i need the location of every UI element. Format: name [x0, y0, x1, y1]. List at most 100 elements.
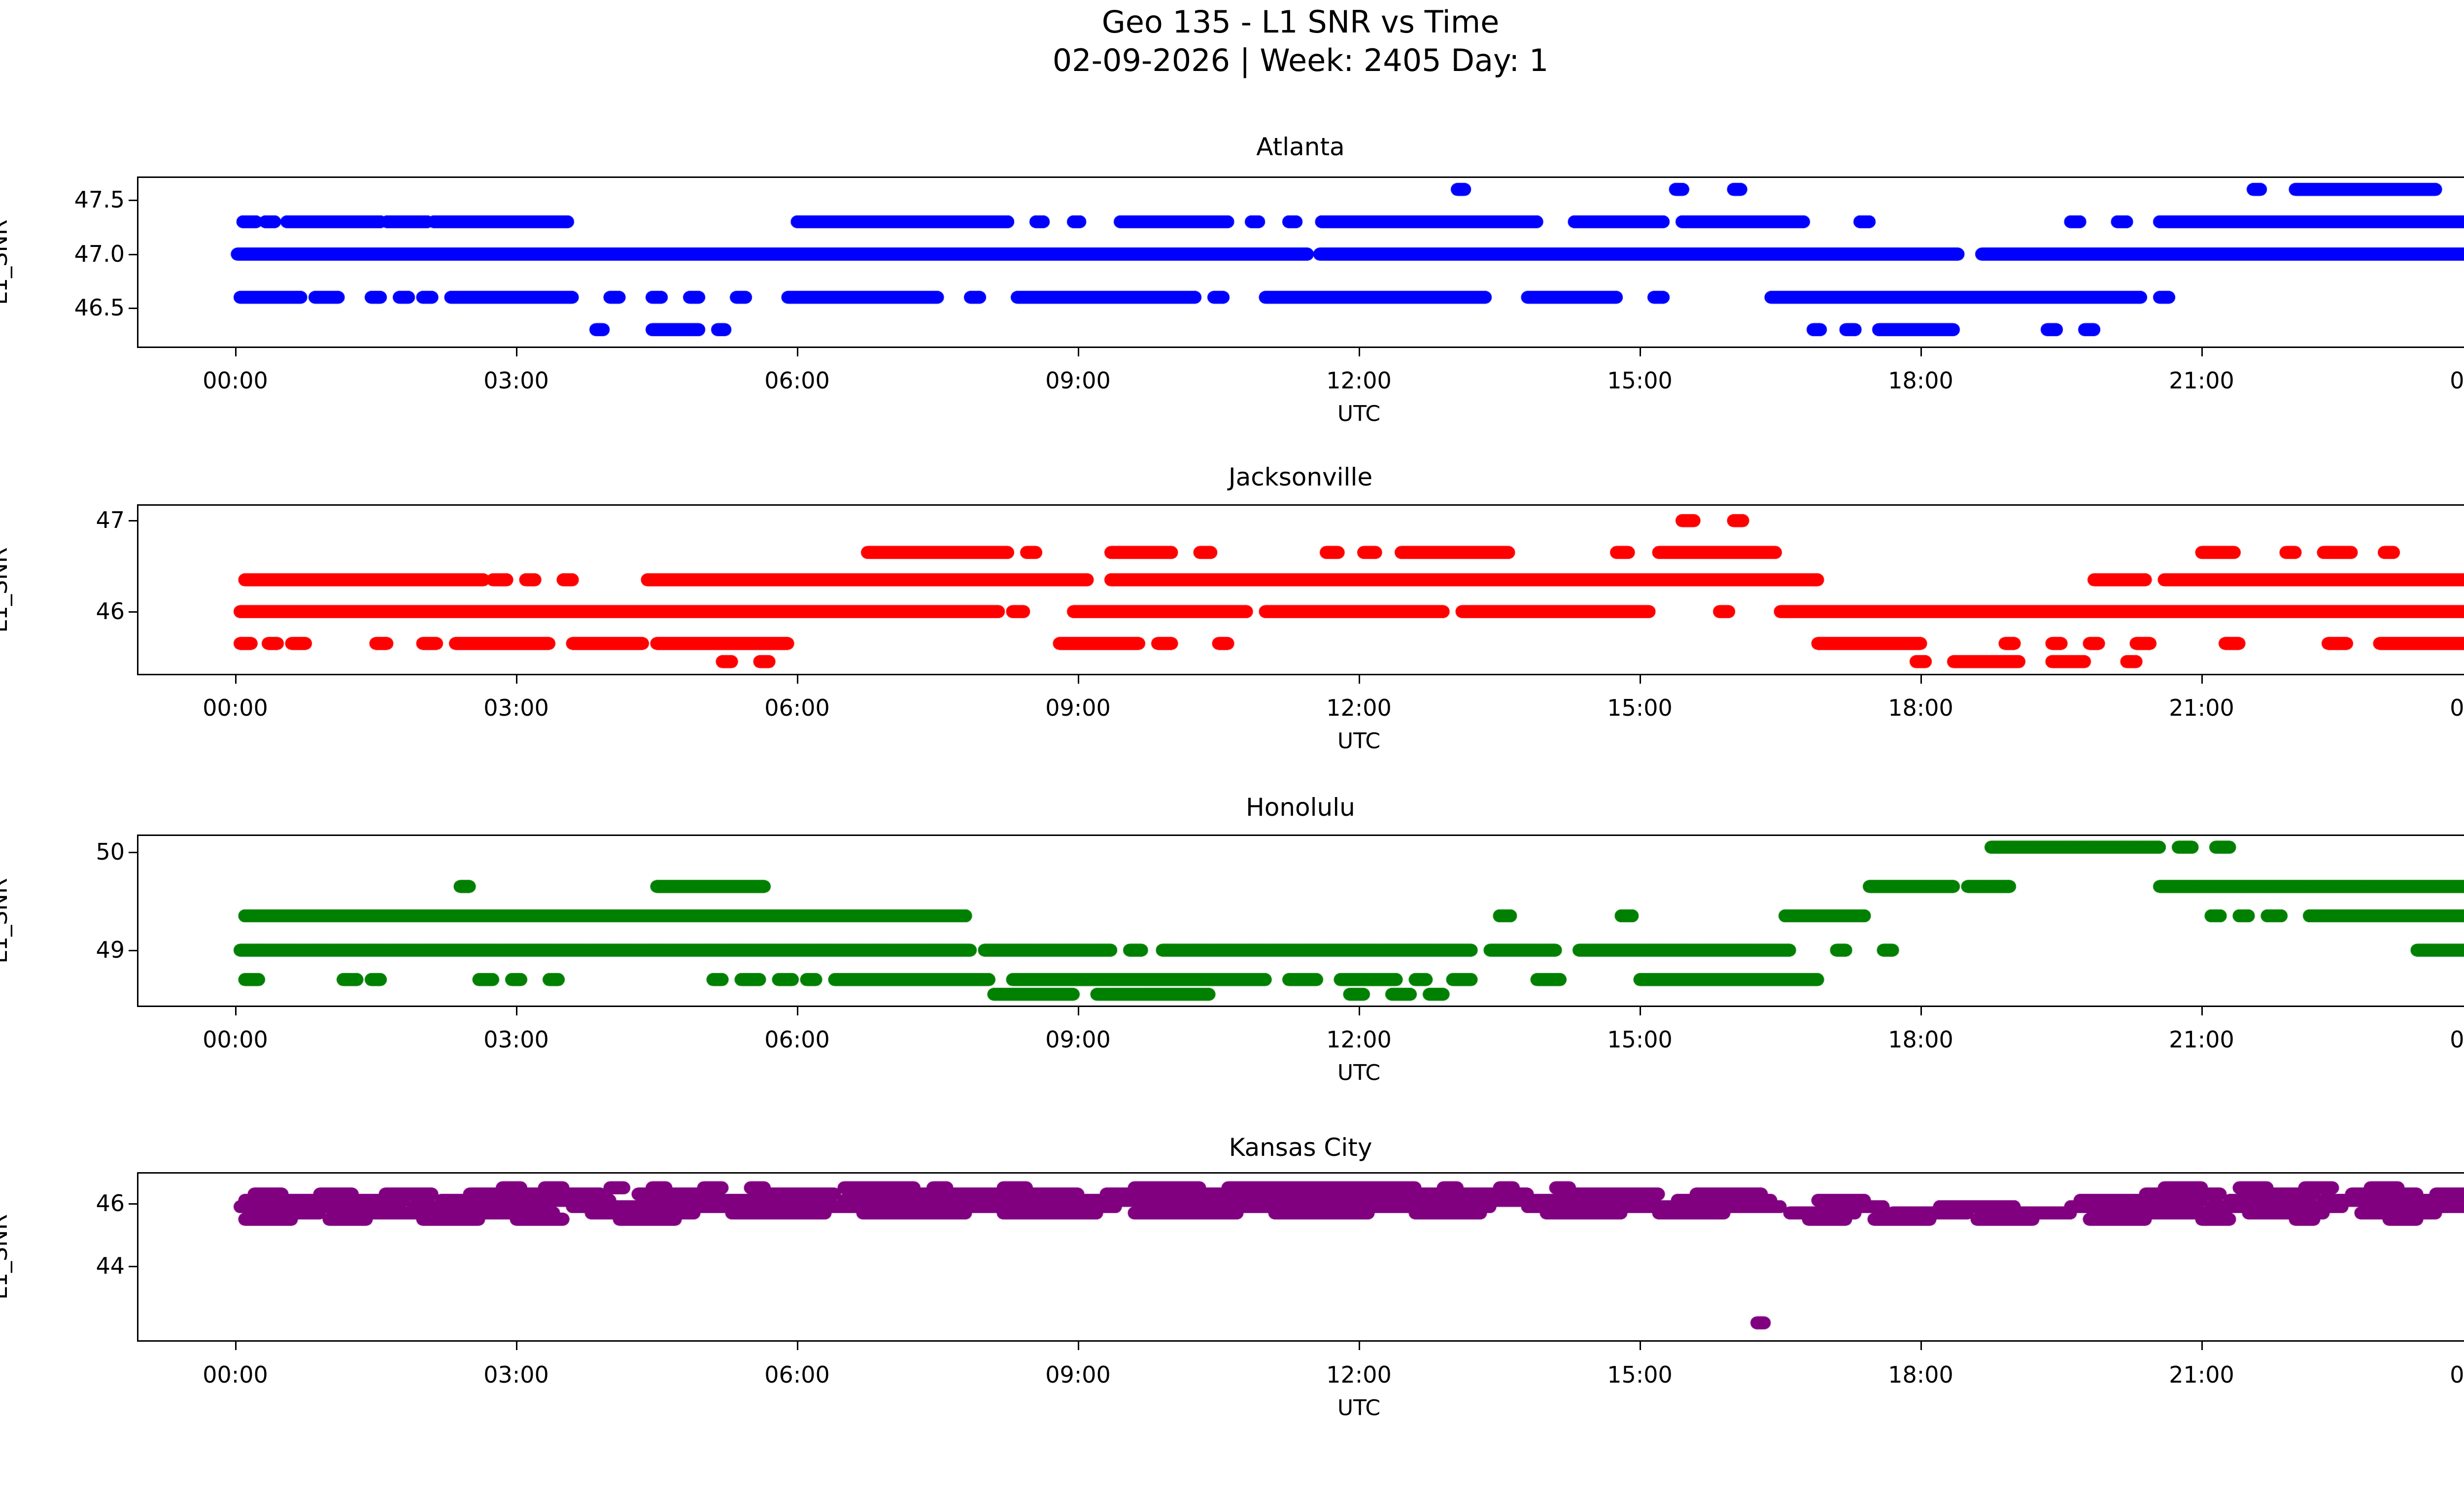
xtick-mark-atlanta-5 [1639, 348, 1641, 356]
xtick-label-atlanta-4: 12:00 [1326, 367, 1392, 394]
xtick-mark-atlanta-3 [1077, 348, 1079, 356]
xtick-mark-atlanta-0 [235, 348, 237, 356]
ytick-label-honolulu-0: 50 [96, 838, 125, 865]
xtick-label-honolulu-6: 18:00 [1888, 1026, 1953, 1053]
xtick-mark-honolulu-7 [2201, 1007, 2203, 1015]
xtick-label-honolulu-2: 06:00 [764, 1026, 830, 1053]
xtick-mark-kansas-city-4 [1358, 1342, 1360, 1350]
xtick-mark-honolulu-1 [515, 1007, 517, 1015]
ytick-mark-atlanta-0 [129, 200, 137, 202]
xtick-label-kansas-city-7: 21:00 [2169, 1361, 2234, 1388]
xtick-mark-atlanta-1 [515, 348, 517, 356]
ytick-label-jacksonville-1: 46 [96, 597, 125, 625]
xtick-mark-kansas-city-5 [1639, 1342, 1641, 1350]
xtick-label-honolulu-4: 12:00 [1326, 1026, 1392, 1053]
xtick-label-kansas-city-8: 00:00 [2450, 1361, 2464, 1388]
xtick-label-atlanta-7: 21:00 [2169, 367, 2234, 394]
xtick-mark-kansas-city-3 [1077, 1342, 1079, 1350]
xtick-label-atlanta-2: 06:00 [764, 367, 830, 394]
xtick-mark-atlanta-2 [796, 348, 798, 356]
xtick-mark-jacksonville-5 [1639, 675, 1641, 684]
ytick-mark-kansas-city-1 [129, 1266, 137, 1268]
xtick-label-jacksonville-6: 18:00 [1888, 695, 1953, 721]
xtick-mark-jacksonville-0 [235, 675, 237, 684]
xtick-mark-kansas-city-7 [2201, 1342, 2203, 1350]
ytick-mark-atlanta-1 [129, 253, 137, 255]
xtick-label-jacksonville-5: 15:00 [1607, 695, 1673, 721]
xtick-label-kansas-city-3: 09:00 [1045, 1361, 1111, 1388]
xtick-label-kansas-city-2: 06:00 [764, 1361, 830, 1388]
ytick-mark-honolulu-0 [129, 851, 137, 853]
xtick-label-kansas-city-4: 12:00 [1326, 1361, 1392, 1388]
xtick-label-jacksonville-8: 00:00 [2450, 695, 2464, 721]
scatter-points-atlanta [138, 178, 2464, 347]
x-axis-label-jacksonville: UTC [1337, 729, 1381, 754]
xtick-label-atlanta-6: 18:00 [1888, 367, 1953, 394]
xtick-label-jacksonville-7: 21:00 [2169, 695, 2234, 721]
y-axis-label-atlanta: L1_SNR [0, 219, 12, 305]
xtick-label-kansas-city-5: 15:00 [1607, 1361, 1673, 1388]
xtick-mark-honolulu-3 [1077, 1007, 1079, 1015]
xtick-label-honolulu-7: 21:00 [2169, 1026, 2234, 1053]
xtick-label-honolulu-0: 00:00 [203, 1026, 268, 1053]
xtick-mark-honolulu-2 [796, 1007, 798, 1015]
subplot-title-kansas-city: Kansas City [1229, 1133, 1372, 1162]
xtick-mark-kansas-city-1 [515, 1342, 517, 1350]
ytick-mark-atlanta-2 [129, 308, 137, 310]
xtick-mark-kansas-city-6 [1920, 1342, 1922, 1350]
xtick-mark-kansas-city-0 [235, 1342, 237, 1350]
xtick-mark-honolulu-4 [1358, 1007, 1360, 1015]
ytick-mark-kansas-city-0 [129, 1203, 137, 1205]
x-axis-label-atlanta: UTC [1337, 401, 1381, 426]
xtick-mark-atlanta-4 [1358, 348, 1360, 356]
y-axis-label-jacksonville: L1_SNR [0, 547, 12, 633]
ytick-label-atlanta-1: 47.0 [74, 240, 125, 267]
xtick-mark-atlanta-6 [1920, 348, 1922, 356]
figure-title-line1: Geo 135 - L1 SNR vs Time [1101, 4, 1500, 40]
xtick-label-jacksonville-3: 09:00 [1045, 695, 1111, 721]
xtick-mark-kansas-city-2 [796, 1342, 798, 1350]
ytick-label-honolulu-1: 49 [96, 936, 125, 963]
ytick-label-atlanta-0: 47.5 [74, 186, 125, 213]
ytick-label-atlanta-2: 46.5 [74, 294, 125, 321]
ytick-label-jacksonville-0: 47 [96, 507, 125, 534]
xtick-mark-jacksonville-6 [1920, 675, 1922, 684]
xtick-label-jacksonville-1: 03:00 [483, 695, 549, 721]
xtick-mark-honolulu-5 [1639, 1007, 1641, 1015]
xtick-label-atlanta-1: 03:00 [483, 367, 549, 394]
xtick-label-honolulu-1: 03:00 [483, 1026, 549, 1053]
ytick-mark-jacksonville-1 [129, 611, 137, 613]
scatter-points-jacksonville [138, 506, 2464, 674]
scatter-points-kansas-city [138, 1174, 2464, 1340]
xtick-label-jacksonville-0: 00:00 [203, 695, 268, 721]
xtick-label-honolulu-5: 15:00 [1607, 1026, 1673, 1053]
xtick-label-atlanta-5: 15:00 [1607, 367, 1673, 394]
xtick-mark-honolulu-0 [235, 1007, 237, 1015]
xtick-mark-jacksonville-7 [2201, 675, 2203, 684]
x-axis-label-kansas-city: UTC [1337, 1395, 1381, 1421]
xtick-label-kansas-city-1: 03:00 [483, 1361, 549, 1388]
xtick-mark-honolulu-6 [1920, 1007, 1922, 1015]
subplot-title-jacksonville: Jacksonville [1228, 463, 1373, 491]
xtick-label-honolulu-8: 00:00 [2450, 1026, 2464, 1053]
subplot-title-atlanta: Atlanta [1256, 133, 1345, 161]
xtick-mark-jacksonville-3 [1077, 675, 1079, 684]
ytick-label-kansas-city-0: 46 [96, 1189, 125, 1217]
y-axis-label-kansas-city: L1_SNR [0, 1214, 12, 1300]
xtick-label-jacksonville-4: 12:00 [1326, 695, 1392, 721]
xtick-mark-jacksonville-4 [1358, 675, 1360, 684]
xtick-label-atlanta-3: 09:00 [1045, 367, 1111, 394]
xtick-mark-jacksonville-1 [515, 675, 517, 684]
xtick-label-jacksonville-2: 06:00 [764, 695, 830, 721]
y-axis-label-honolulu: L1_SNR [0, 878, 12, 964]
x-axis-label-honolulu: UTC [1337, 1060, 1381, 1085]
xtick-mark-atlanta-7 [2201, 348, 2203, 356]
xtick-label-honolulu-3: 09:00 [1045, 1026, 1111, 1053]
subplot-title-honolulu: Honolulu [1246, 793, 1355, 822]
scatter-points-honolulu [138, 836, 2464, 1006]
xtick-label-kansas-city-0: 00:00 [203, 1361, 268, 1388]
ytick-label-kansas-city-1: 44 [96, 1252, 125, 1280]
figure-title-line2: 02-09-2026 | Week: 2405 Day: 1 [1052, 42, 1549, 78]
ytick-mark-honolulu-1 [129, 949, 137, 951]
